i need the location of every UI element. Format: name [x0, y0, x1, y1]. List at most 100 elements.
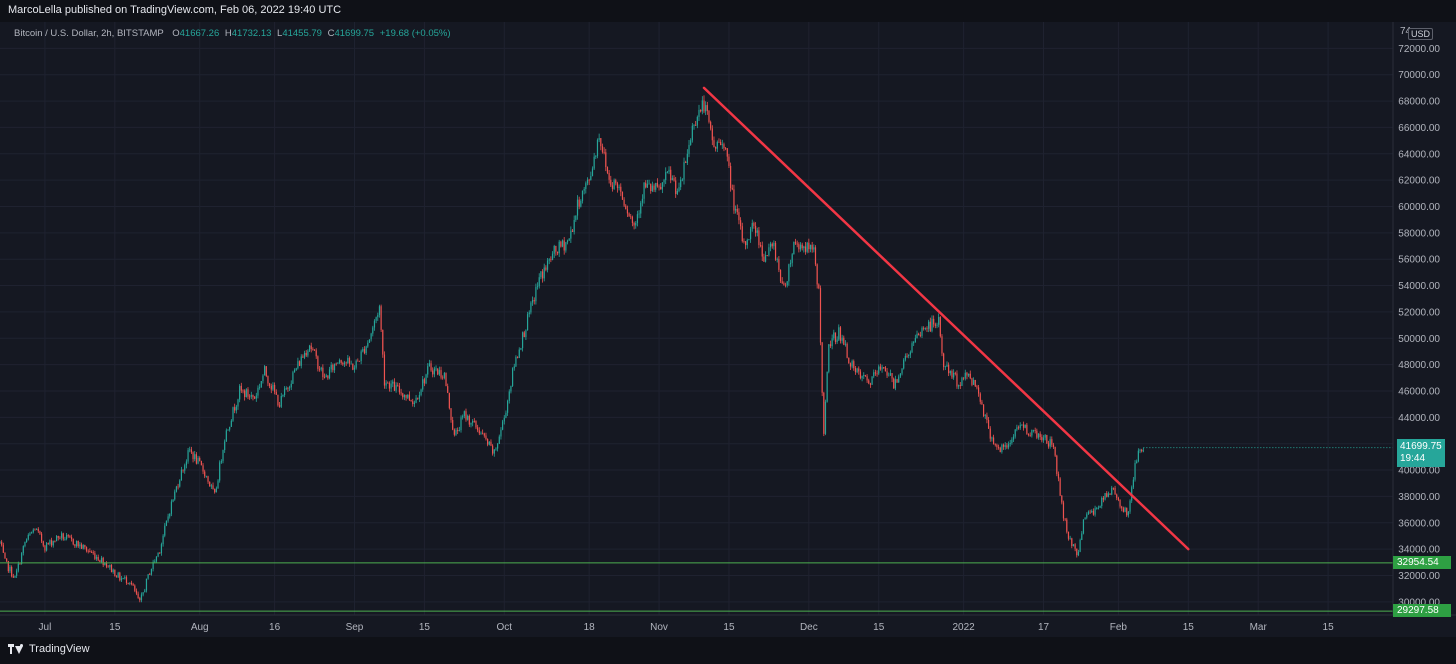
candle-down	[730, 165, 732, 189]
candle-down	[814, 247, 817, 265]
candle-down	[633, 222, 635, 226]
candle-up	[215, 488, 217, 493]
candle-down	[432, 370, 434, 375]
candle-up	[1011, 439, 1013, 444]
candle-up	[100, 557, 103, 562]
candle-down	[430, 363, 432, 371]
candle-down	[1017, 427, 1020, 429]
time-tick-label: Dec	[800, 622, 818, 633]
price-chart[interactable]: 30000.00 32000.00 34000.00 36000.00 38000.00…	[0, 22, 1456, 637]
candle-down	[541, 271, 544, 279]
candle-down	[400, 392, 402, 394]
candle-up	[640, 202, 642, 214]
candle-up	[353, 367, 356, 370]
candle-down	[62, 533, 64, 540]
candle-down	[305, 352, 307, 356]
candle-up	[378, 306, 381, 315]
candle-up	[916, 333, 918, 339]
candle-up	[508, 391, 510, 401]
candle-up	[162, 535, 164, 545]
candle-down	[578, 199, 580, 207]
candle-up	[690, 140, 692, 145]
candle-up	[347, 357, 349, 364]
candle-down	[352, 363, 354, 370]
candle-down	[816, 264, 818, 285]
candle-down	[274, 384, 276, 392]
candle-up	[899, 373, 901, 377]
candle-down	[996, 444, 998, 448]
candle-down	[533, 300, 535, 302]
candle-up	[415, 397, 417, 403]
candle-up	[643, 182, 645, 199]
candle-down	[1102, 497, 1105, 500]
candle-down	[1119, 499, 1121, 507]
candle-down	[468, 415, 470, 425]
candle-up	[764, 255, 767, 262]
candle-down	[796, 243, 798, 245]
candle-down	[114, 569, 116, 577]
candle-down	[556, 251, 559, 254]
candle-up	[909, 352, 911, 355]
candle-up	[368, 339, 371, 343]
candle-down	[971, 378, 973, 385]
candle-down	[42, 541, 44, 546]
candle-down	[708, 110, 710, 122]
candle-down	[994, 444, 996, 445]
support-2-tag: 29297.58	[1393, 604, 1451, 618]
candle-up	[928, 321, 930, 329]
candle-up	[235, 406, 237, 411]
candle-down	[893, 378, 895, 389]
candle-down	[457, 430, 459, 432]
candle-up	[227, 429, 229, 431]
candle-up	[580, 200, 582, 207]
candle-up	[635, 222, 637, 226]
candle-up	[225, 430, 227, 442]
candle-up	[671, 178, 673, 181]
candle-down	[130, 582, 133, 585]
candle-down	[1109, 493, 1111, 495]
candle-down	[545, 267, 547, 270]
candle-down	[1029, 434, 1031, 436]
candle-up	[280, 396, 282, 407]
currency-badge[interactable]: USD	[1408, 28, 1434, 40]
candle-up	[661, 182, 663, 190]
candle-up	[638, 213, 640, 215]
candle-up	[328, 369, 331, 379]
candle-down	[89, 550, 91, 553]
candle-down	[405, 394, 407, 398]
time-tick-label: 15	[109, 622, 121, 633]
candle-down	[653, 185, 655, 190]
candle-down	[600, 138, 602, 147]
candle-down	[132, 584, 134, 586]
candle-down	[54, 541, 56, 542]
candle-up	[505, 412, 507, 418]
candle-down	[811, 244, 813, 250]
candle-down	[630, 216, 632, 218]
candle-down	[199, 457, 201, 461]
time-axis[interactable]: Jul 15 Aug 16 Sep 15 Oct 18 Nov 15 Dec 15 2022 17 Feb 1…	[0, 614, 1456, 633]
candle-down	[214, 489, 216, 493]
candle-down	[342, 362, 344, 365]
candle-up	[337, 362, 339, 364]
candle-down	[92, 552, 94, 554]
candle-down	[623, 199, 625, 206]
candle-down	[127, 582, 129, 584]
candle-up	[52, 541, 54, 546]
candle-down	[1054, 447, 1056, 456]
candle-up	[1097, 507, 1100, 509]
candle-up	[232, 407, 234, 421]
price-tick-label: 64000.00	[1398, 149, 1440, 160]
candle-up	[888, 375, 890, 377]
candle-up	[543, 267, 545, 279]
candle-down	[269, 383, 271, 386]
publisher-text: MarcoLella published on TradingView.com,…	[8, 4, 342, 16]
candle-up	[1107, 493, 1110, 497]
candle-down	[115, 576, 118, 578]
candle-down	[621, 191, 624, 200]
tradingview-brand[interactable]: TradingView	[8, 643, 90, 655]
candle-up	[24, 542, 26, 547]
candle-down	[254, 397, 256, 399]
descending-trendline[interactable]	[702, 86, 1190, 551]
price-axis[interactable]: 30000.00 32000.00 34000.00 36000.00 38000.00…	[1392, 22, 1456, 637]
candle-up	[150, 569, 153, 575]
